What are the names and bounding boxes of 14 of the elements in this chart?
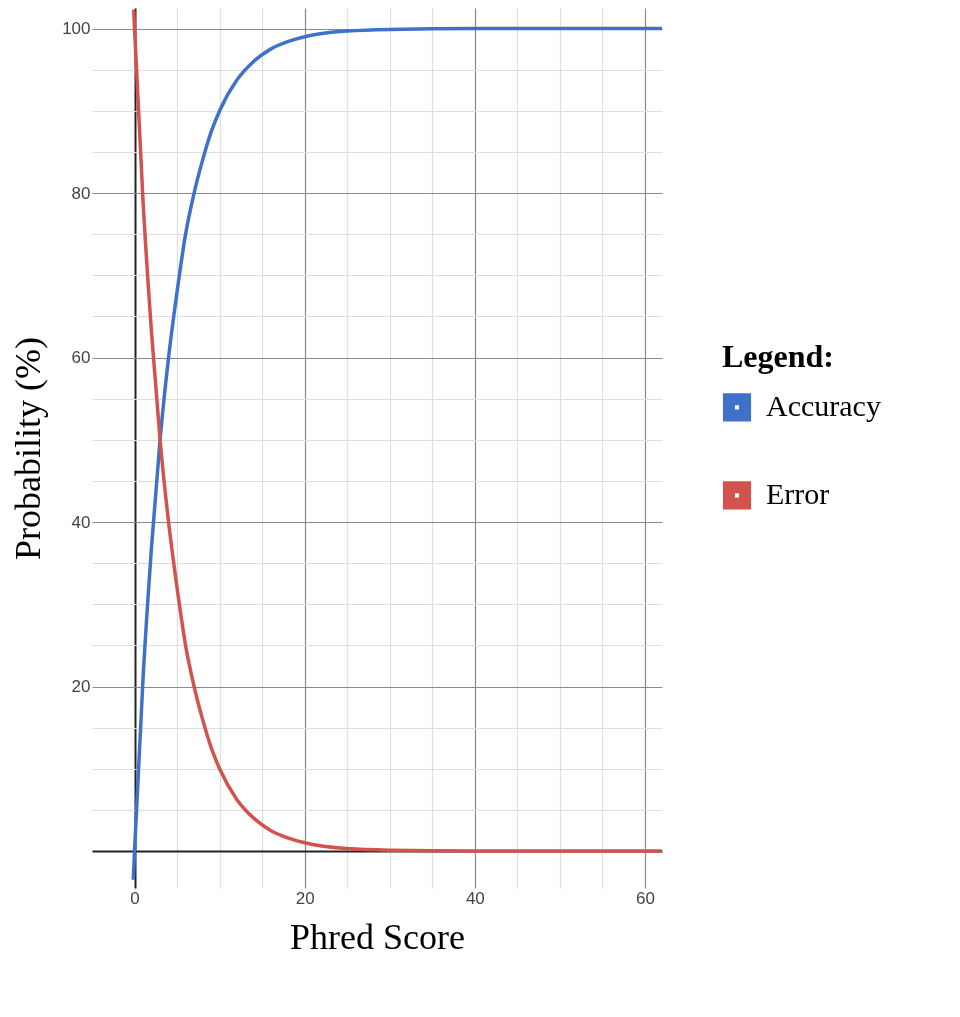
x-tick-label: 40 (465, 888, 485, 908)
y-tick-label: 60 (71, 348, 91, 368)
legend-label: Error (766, 477, 830, 511)
x-tick-label: 0 (130, 888, 140, 908)
y-tick-label: 40 (71, 512, 91, 532)
legend-label: Accuracy (766, 389, 881, 423)
x-tick-label: 20 (295, 888, 315, 908)
x-axis-title: Phred Score (290, 916, 465, 957)
y-tick-label: 80 (71, 183, 91, 203)
legend-title: Legend: (722, 338, 834, 375)
y-tick-label: 20 (71, 677, 91, 696)
y-tick-label: 100 (62, 19, 91, 39)
x-tick-label: 60 (636, 888, 655, 908)
y-axis-title: Probability (%) (8, 337, 49, 560)
